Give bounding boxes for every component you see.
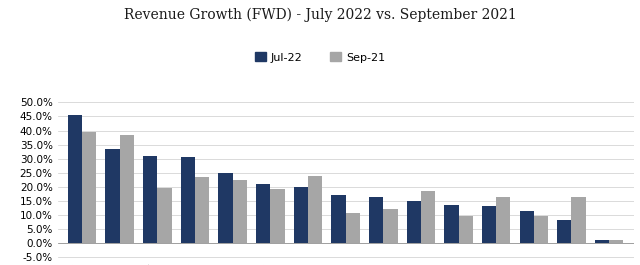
Bar [332,195,346,243]
Bar [157,188,172,243]
Bar [106,149,120,243]
Bar [120,135,134,243]
Bar [557,220,572,243]
Bar [346,213,360,243]
Bar [496,197,511,243]
Legend: Jul-22, Sep-21: Jul-22, Sep-21 [251,48,389,67]
Bar [406,201,421,243]
Bar [82,132,97,243]
Bar [180,157,195,243]
Bar [294,187,308,243]
Bar [195,177,209,243]
Bar [421,191,435,243]
Text: Revenue Growth (FWD) - July 2022 vs. September 2021: Revenue Growth (FWD) - July 2022 vs. Sep… [124,8,516,22]
Bar [482,206,496,243]
Bar [233,180,247,243]
Bar [369,197,383,243]
Bar [383,209,397,243]
Bar [595,240,609,243]
Bar [143,156,157,243]
Bar [270,189,285,243]
Bar [458,216,473,243]
Bar [444,205,458,243]
Bar [572,197,586,243]
Bar [534,216,548,243]
Bar [308,176,323,243]
Bar [609,240,623,243]
Bar [218,173,233,243]
Bar [68,115,82,243]
Bar [256,184,270,243]
Bar [520,211,534,243]
